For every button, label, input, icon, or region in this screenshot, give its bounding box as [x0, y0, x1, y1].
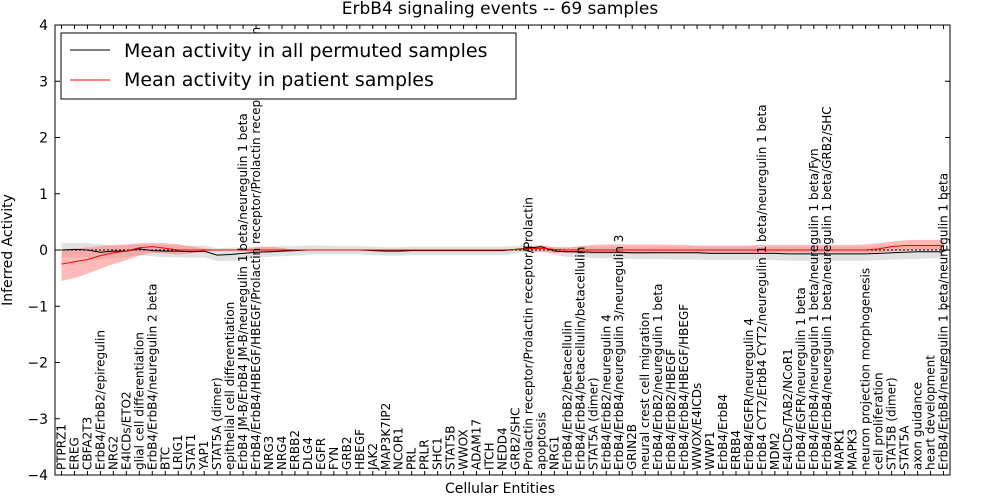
- y-tick-label: 3: [39, 74, 48, 90]
- x-tick-label: WWOX: [457, 429, 471, 470]
- x-tick-label: EREG: [68, 437, 82, 470]
- y-tick-label: −4: [27, 468, 48, 484]
- x-tick-label: WWOX/E4ICDs: [690, 383, 704, 470]
- x-tick-label: ERBB2: [288, 430, 302, 470]
- legend: Mean activity in all permuted samples Me…: [60, 32, 517, 100]
- x-tick-label: epithelial cell differentiation: [223, 302, 237, 470]
- x-tick-label: ErbB4/ErbB2/epiregulin: [93, 330, 107, 470]
- x-tick-label: ErbB4/ErbB4/HBEGF/HBEGF: [677, 304, 691, 470]
- chart-title: ErbB4 signaling events -- 69 samples: [342, 0, 659, 19]
- x-tick-label: EGFR: [314, 438, 328, 470]
- x-tick-label: ErbB4/ErbB4/neuregulin 2 beta: [145, 283, 159, 470]
- y-tick-label: 1: [39, 187, 48, 203]
- x-tick-label: E4ICDs/ETO2: [119, 391, 133, 470]
- y-tick-label: 4: [39, 18, 48, 34]
- x-tick-label: STAT5B (dimer): [885, 377, 899, 470]
- legend-label-patient: Mean activity in patient samples: [124, 69, 434, 91]
- x-tick-label: ErbB4/ErbB2/betacellulin: [560, 320, 574, 470]
- x-tick-label: ErbB4/ErbB4/neuregulin 3/neuregulin 3: [612, 235, 626, 470]
- x-tick-label: axon guidance: [911, 382, 925, 470]
- x-tick-label: FYN: [327, 447, 341, 470]
- x-tick-label: NEDD4: [496, 427, 510, 470]
- x-tick-label: E4ICDs/TAB2/NCoR1: [781, 348, 795, 470]
- y-tick-label: −3: [27, 412, 48, 428]
- x-tick-label: ErbB4/ErbB2/neuregulin 1 beta: [651, 283, 665, 470]
- x-tick-label: apoptosis: [534, 412, 548, 470]
- x-tick-label: ErbB4 JM-B/ErbB4 JM-B/neuregulin 1 beta/…: [236, 113, 250, 470]
- x-tick-label: ADAM17: [470, 419, 484, 470]
- x-tick-label: cell proliferation: [872, 372, 886, 470]
- x-tick-label: CBFA2T3: [80, 417, 94, 470]
- x-tick-label: MDM2: [768, 432, 782, 470]
- x-tick-label: NRG4: [275, 436, 289, 470]
- x-tick-label: ErbB4 CYT2/ErbB4 CYT2/neuregulin 1 beta/…: [755, 104, 769, 470]
- x-tick-label: Prolactin receptor/Prolactin receptor/Pr…: [521, 197, 535, 470]
- y-tick-label: 2: [39, 131, 48, 147]
- x-tick-label: ErbB4/EGFR/neuregulin 4: [742, 318, 756, 470]
- y-tick-label: 0: [39, 243, 48, 259]
- x-tick-label: GRIN2B: [625, 424, 639, 470]
- y-tick-label: −1: [27, 299, 48, 315]
- x-tick-label: ErbB4/ErbB4/HBEGF/HBEGF/Prolactin recept…: [249, 27, 263, 470]
- x-tick-label: GRB2/SHC: [509, 407, 523, 470]
- x-tick-label: ErbB4/EGFR/neuregulin 1 beta: [794, 287, 808, 470]
- x-tick-label: ITCH: [483, 442, 497, 470]
- x-tick-label: ErbB4/ErbB2/HBEGF: [664, 349, 678, 470]
- x-tick-label: STAT5A (dimer): [210, 377, 224, 470]
- x-tick-label: YAP1: [197, 441, 211, 471]
- x-tick-label: DLG4: [301, 437, 315, 470]
- x-tick-label: ErbB4/ErbB2/neuregulin 4: [599, 314, 613, 470]
- x-tick-label: PRL: [405, 447, 419, 470]
- x-tick-label: LRIG1: [171, 434, 185, 470]
- x-tick-label: PRLR: [418, 439, 432, 470]
- x-tick-label: NRG3: [262, 436, 276, 470]
- y-tick-label: −2: [27, 356, 48, 372]
- x-tick-label: SHC1: [431, 437, 445, 470]
- x-tick-label: MAP3K7IP2: [379, 403, 393, 470]
- x-tick-label: STAT5A (dimer): [586, 377, 600, 470]
- x-tick-label: MAPK3: [846, 429, 860, 470]
- x-tick-label: WWP1: [703, 431, 717, 470]
- x-tick-label: JAK2: [366, 443, 380, 471]
- x-tick-label: ErbB4/ErbB4/neuregulin 1 beta/neuregulin…: [937, 173, 951, 470]
- y-axis: −4 −3 −2 −1 0 1 2 3 4: [27, 18, 950, 484]
- x-tick-label: neuron projection morphogenesis: [859, 268, 873, 470]
- x-tick-label: MAPK1: [833, 429, 847, 470]
- plot-area: [55, 239, 950, 281]
- x-tick-label: neural crest cell migration: [638, 312, 652, 470]
- x-tick-label: GRB2: [340, 436, 354, 470]
- x-tick-label: ErbB4/ErbB4/neuregulin 1 beta/neuregulin…: [807, 148, 821, 470]
- legend-label-permuted: Mean activity in all permuted samples: [124, 40, 487, 62]
- x-tick-label: ERBB4: [729, 430, 743, 470]
- series-line-patient: [61, 245, 944, 265]
- y-axis-label: Inferred Activity: [0, 194, 16, 306]
- x-tick-label: HBEGF: [353, 429, 367, 470]
- x-tick-label: NRG2: [106, 436, 120, 470]
- x-tick-label: BTC: [158, 447, 172, 470]
- x-tick-label: ErbB4/ErbB4: [716, 394, 730, 470]
- x-tick-label: PTPRZ1: [55, 424, 69, 470]
- x-axis-label: Cellular Entities: [445, 481, 555, 497]
- x-tick-label: ErbB4/ErbB4/neuregulin 1 beta/neuregulin…: [820, 106, 834, 470]
- series-line-permuted: [61, 246, 944, 256]
- series-lines: [61, 245, 944, 265]
- x-tick-label: STAT5B: [444, 425, 458, 470]
- x-tick-label: heart development: [924, 355, 938, 470]
- x-tick-label: NRG1: [547, 436, 561, 470]
- x-ticks: [60, 25, 945, 475]
- x-tick-label: glial cell differentiation: [132, 332, 146, 470]
- x-tick-label: NCOR1: [392, 427, 406, 470]
- x-tick-label: STAT5A: [898, 425, 912, 470]
- x-tick-label: STAT1: [184, 434, 198, 470]
- x-tick-label: ErbB4/ErbB4/betacellulin/betacellulin: [573, 247, 587, 470]
- legend-box: [60, 32, 517, 100]
